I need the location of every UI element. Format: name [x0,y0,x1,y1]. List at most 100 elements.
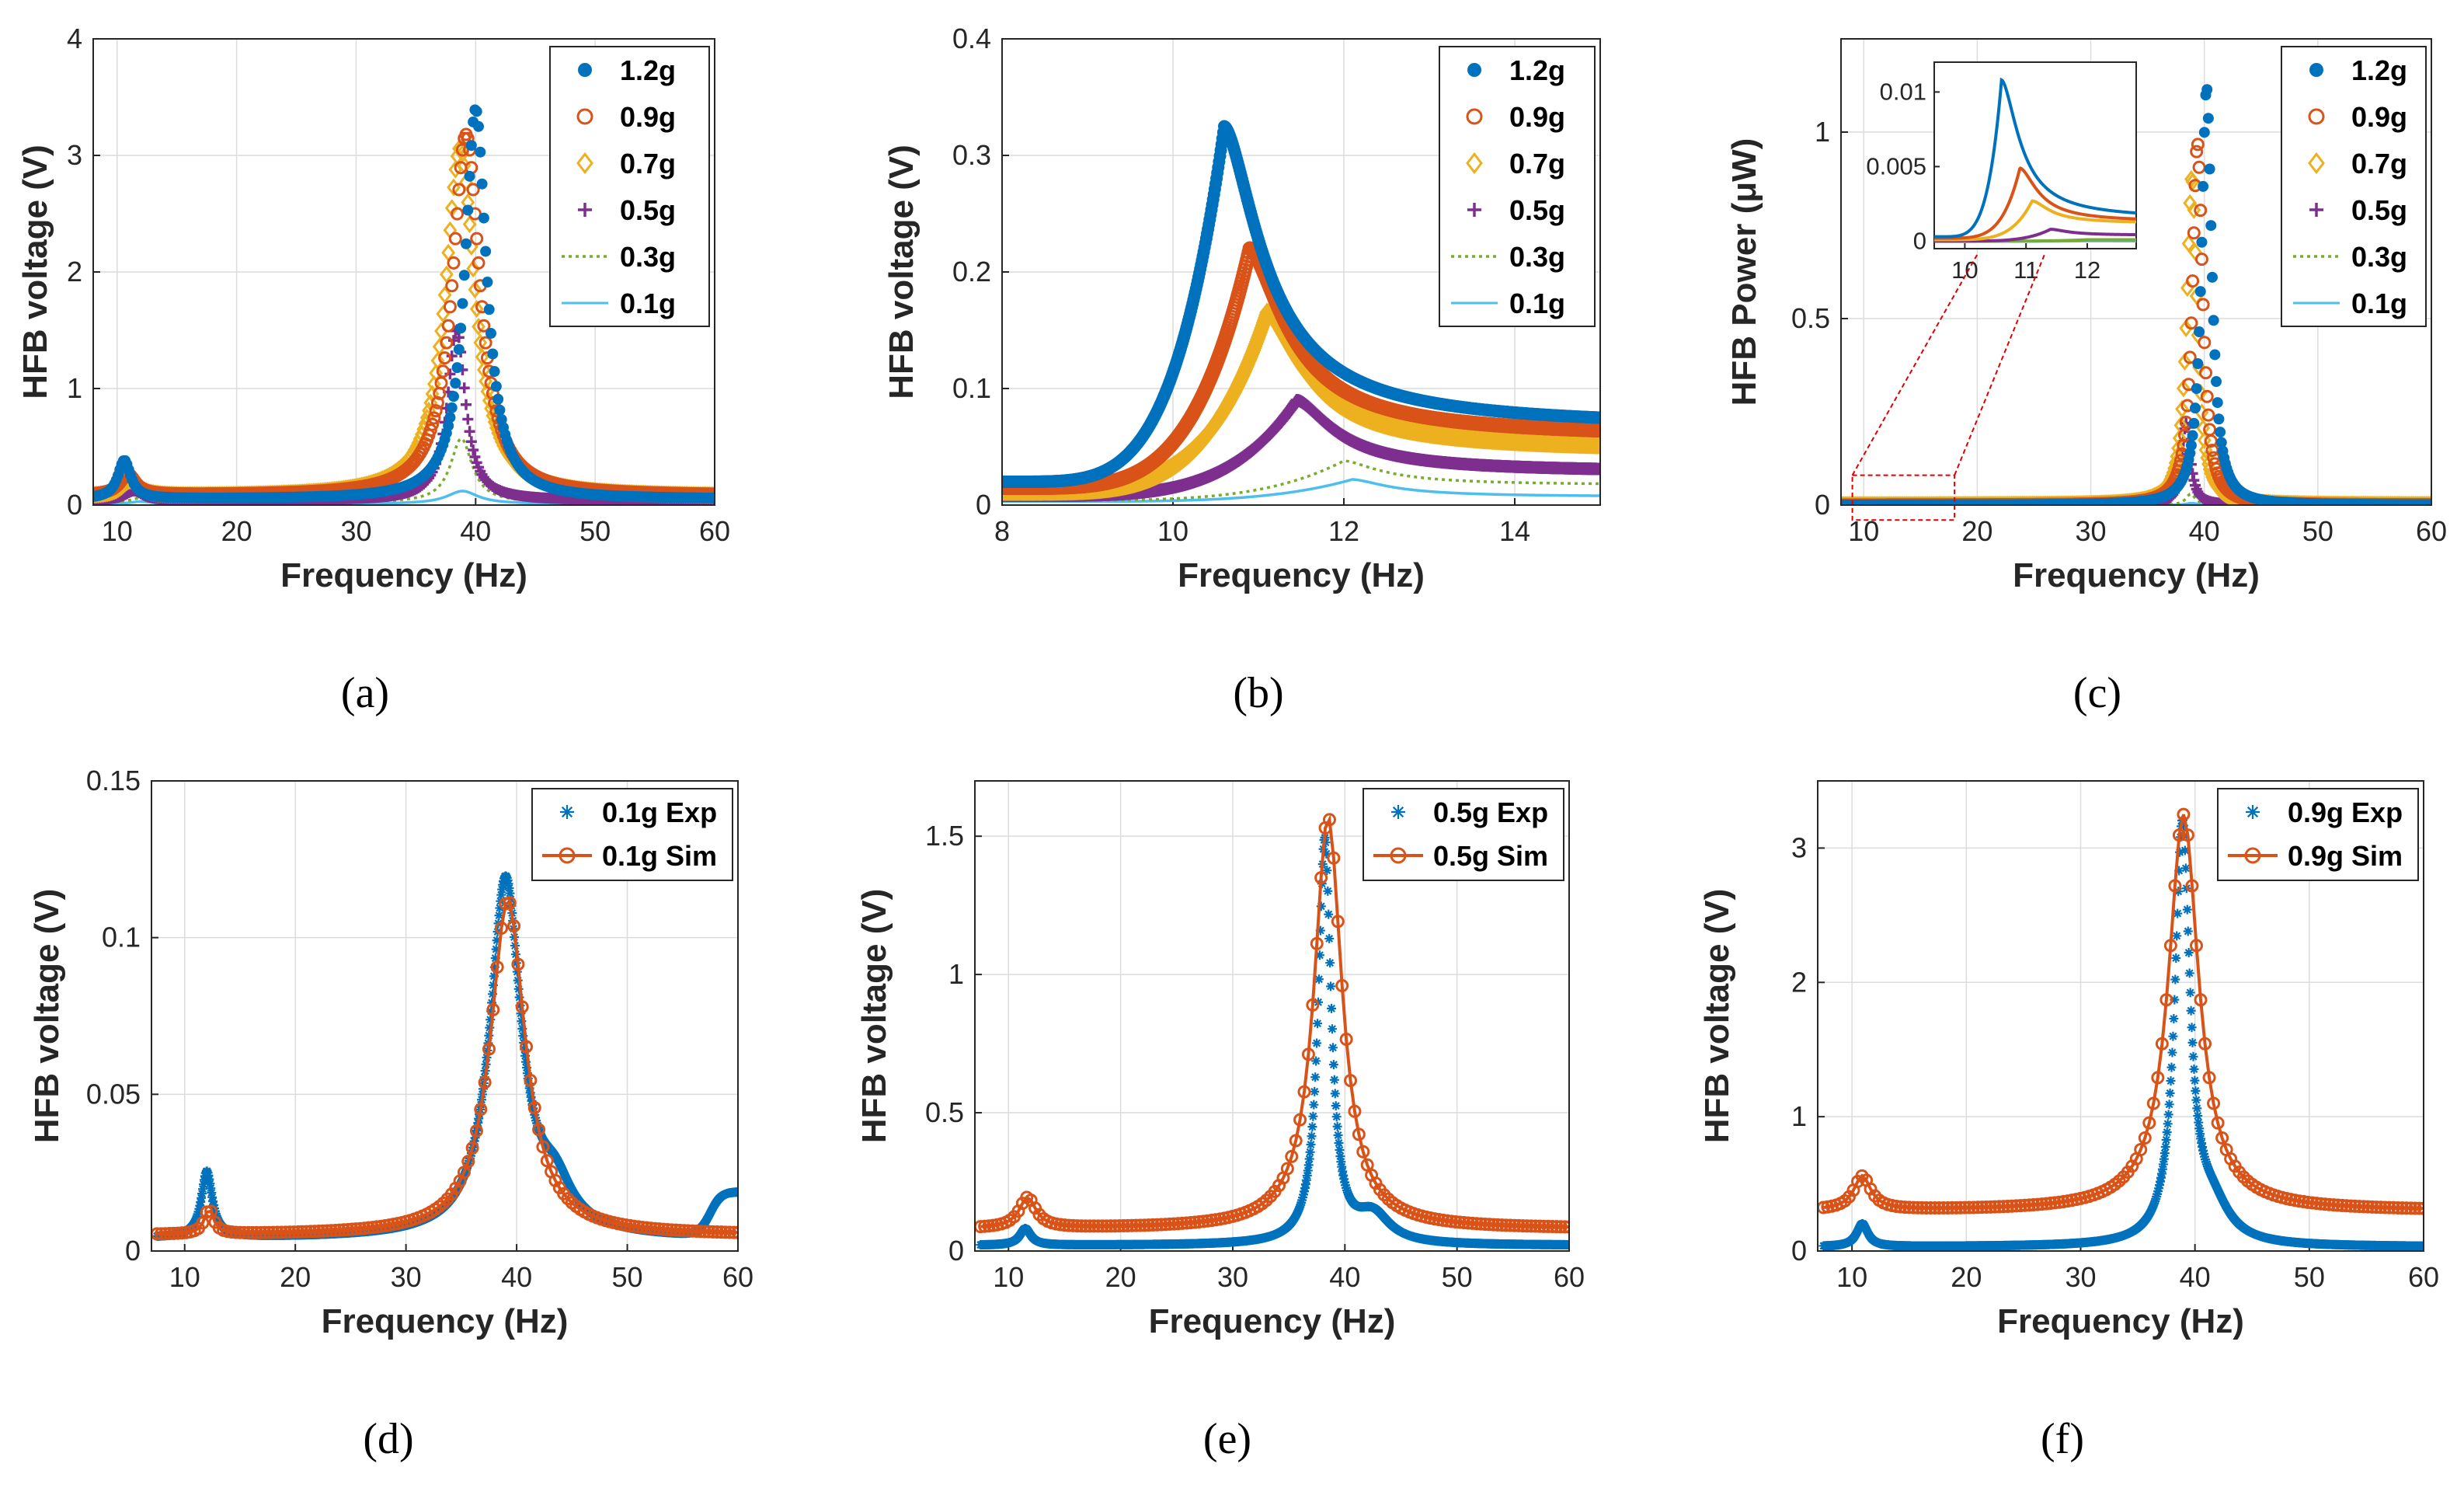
legend: 1.2g 0.9g 0.7g 0.5g 0.3g 0.1g [2281,46,2427,327]
x-tick-label: 60 [2408,1261,2439,1293]
legend-entry: 0.9g [576,101,676,133]
panel-c: 10 20 30 40 50 60 0 0.5 1 Frequency (Hz) HFB Power… [1725,38,2447,717]
x-tick-label: 14 [1499,515,1530,547]
y-axis-label: HFB Power (μW) [1725,138,1763,406]
y-axis-label: HFB voltage (V) [16,145,54,399]
x-tick-label: 10 [1157,515,1188,547]
x-tick-label: 20 [280,1261,311,1293]
y-tick-label: 1 [1815,116,1830,148]
legend-label: 0.1g [2351,287,2407,319]
zoom-indicator [1851,254,2045,521]
series-0-7g [1002,302,1600,501]
legend-label: 1.2g [1509,54,1565,86]
series-0-5g-exp [976,833,1569,1250]
y-tick-label: 0 [67,489,82,521]
x-tick-label: 10 [993,1261,1024,1293]
y-tick-label: 0.1 [102,922,141,953]
inset-series [1934,77,2136,239]
inset-y-tick-label: 0 [1913,227,1926,254]
x-tick-label: 50 [2294,1261,2325,1293]
x-tick-label: 60 [699,515,730,547]
y-tick-label: 0.3 [952,139,991,171]
legend-label: 0.7g [620,148,676,179]
legend-entry: 0.9g [2308,101,2407,133]
x-tick-label: 20 [221,515,252,547]
legend-label: 0.3g [1509,241,1565,273]
legend-entry: 0.9g Exp [2246,796,2403,828]
legend: 0.9g Exp 0.9g Sim [2217,788,2419,881]
x-tick-label: 40 [501,1261,532,1293]
legend-entry: 0.1g Sim [542,840,717,872]
y-axis-label: HFB voltage (V) [882,145,921,399]
panel-sublabel: (f) [2041,1415,2084,1463]
inset-y-tick-label: 0.005 [1866,152,1926,179]
legend-label: 0.5g [620,194,676,226]
legend-entry: 0.5g Exp [1391,796,1548,828]
legend: 0.1g Exp 0.1g Sim [531,788,733,881]
x-axis-label: Frequency (Hz) [1149,1302,1396,1340]
legend-label: 0.7g [2351,148,2407,179]
legend-label: 0.7g [1509,148,1565,179]
y-tick-label: 0 [1815,489,1830,521]
x-axis-label: Frequency (Hz) [2013,556,2260,594]
y-axis-label: HFB voltage (V) [855,889,893,1144]
legend-label: 0.3g [2351,241,2407,273]
series-1-2g [93,104,715,504]
y-tick-label: 1.5 [925,820,964,852]
x-tick-label: 40 [460,515,491,547]
x-axis-label: Frequency (Hz) [280,556,527,594]
legend-entry: 1.2g [1467,54,1565,86]
series-0-5g-sim [975,813,1569,1234]
x-tick-label: 30 [2065,1261,2096,1293]
x-tick-label: 40 [2180,1261,2211,1293]
y-tick-label: 0.5 [925,1096,964,1128]
inset-x-tick-label: 10 [1951,256,1978,284]
x-tick-label: 50 [1442,1261,1473,1293]
legend-entry: 1.2g [2309,54,2407,86]
x-tick-label: 20 [1105,1261,1136,1293]
x-tick-label: 8 [994,515,1010,547]
panel-f: 10 20 30 40 50 60 0 1 2 3 Frequency (Hz) HFB voltag… [1698,780,2439,1463]
x-tick-label: 20 [1951,1261,1982,1293]
legend-entry: 0.5g [1467,194,1565,226]
legend-label: 0.5g Sim [1433,840,1548,872]
x-tick-label: 10 [102,515,133,547]
legend: 1.2g 0.9g 0.7g 0.5g 0.3g 0.1g [549,46,710,327]
panel-a: 10 20 30 40 50 60 0 1 2 3 4 Frequency (Hz) HFB volta… [16,23,730,717]
y-tick-label: 0 [948,1235,964,1267]
legend-entry: 0.3g [1451,241,1565,273]
legend-entry: 0.5g [578,194,676,226]
x-tick-label: 30 [1217,1261,1248,1293]
legend-entry: 0.1g [2293,287,2407,319]
x-tick-label: 12 [1328,515,1359,547]
legend-label: 1.2g [620,54,676,86]
x-axis-label: Frequency (Hz) [1997,1302,2244,1340]
y-tick-label: 0.15 [86,765,141,796]
series-0-5g [1002,394,1600,502]
y-tick-label: 1 [1791,1100,1807,1132]
x-tick-label: 60 [722,1261,753,1293]
legend-entry: 0.9g [1466,101,1565,133]
panel-e: 10 20 30 40 50 60 0 0.5 1 1.5 Frequency (Hz) HFB vo… [855,780,1585,1463]
y-axis-label: HFB voltage (V) [28,889,66,1144]
inset-series [1934,228,2136,243]
legend-entry: 0.7g [576,148,676,179]
panel-sublabel: (b) [1233,669,1283,717]
y-tick-label: 0 [1791,1235,1807,1267]
series-0-9g-exp [1818,815,2424,1251]
panel-b: 8 10 12 14 0 0.1 0.2 0.3 0.4 Frequency (Hz) HFB vo… [882,23,1601,717]
legend-label: 0.9g Sim [2288,840,2403,872]
x-tick-label: 50 [2302,515,2333,547]
x-tick-label: 30 [391,1261,422,1293]
legend-entry: 0.1g [1451,287,1565,319]
legend-label: 0.9g [620,101,676,133]
y-tick-label: 0.4 [952,23,991,54]
y-tick-label: 2 [1791,966,1807,998]
y-tick-label: 0 [976,489,991,521]
x-tick-label: 10 [1836,1261,1867,1293]
legend-entry: 0.9g Sim [2228,840,2403,872]
legend-label: 0.9g [1509,101,1565,133]
x-tick-label: 50 [579,515,611,547]
y-tick-label: 3 [1791,831,1807,863]
